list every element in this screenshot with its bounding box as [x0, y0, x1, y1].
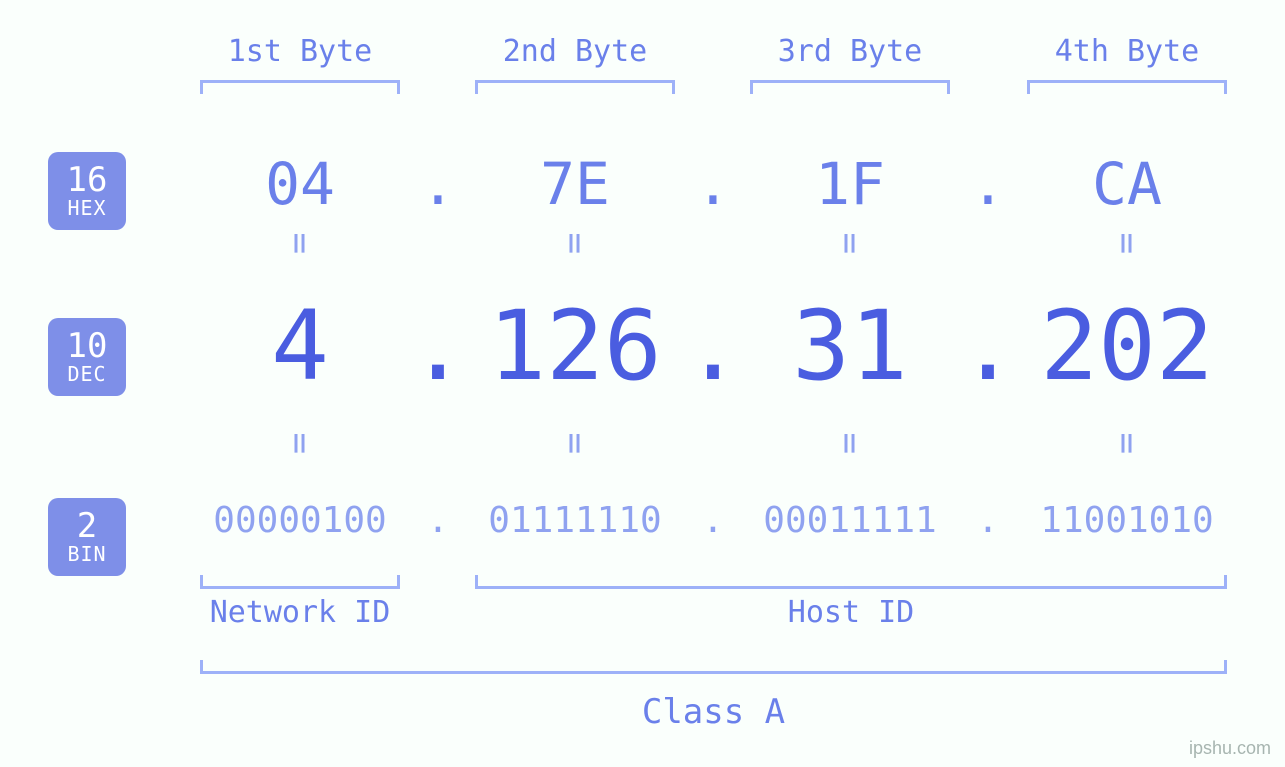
dec-byte-2: 126 — [445, 290, 705, 402]
hex-dot-1: . — [418, 150, 458, 218]
hex-dot-3: . — [968, 150, 1008, 218]
eq-dec-bin-2: = — [555, 433, 596, 469]
class-label: Class A — [594, 692, 834, 732]
eq-hex-dec-1: = — [280, 233, 321, 269]
bin-dot-2: . — [698, 500, 728, 541]
hex-byte-1: 04 — [200, 150, 400, 218]
dec-byte-4: 202 — [997, 290, 1257, 402]
bin-byte-3: 00011111 — [730, 500, 970, 541]
base-label: BIN — [67, 544, 106, 565]
bin-byte-4: 11001010 — [1007, 500, 1247, 541]
hex-byte-4: CA — [1027, 150, 1227, 218]
base-badge-bin: 2BIN — [48, 498, 126, 576]
top-bracket-1 — [200, 80, 400, 94]
dec-dot-3: . — [958, 290, 1018, 402]
base-number: 2 — [77, 509, 97, 545]
base-label: DEC — [67, 364, 106, 385]
host-id-label: Host ID — [701, 595, 1001, 630]
hex-byte-2: 7E — [475, 150, 675, 218]
dec-byte-3: 31 — [720, 290, 980, 402]
eq-dec-bin-4: = — [1107, 433, 1148, 469]
dec-byte-1: 4 — [170, 290, 430, 402]
bin-dot-1: . — [423, 500, 453, 541]
byte-header-3: 3rd Byte — [750, 34, 950, 69]
base-label: HEX — [67, 198, 106, 219]
hex-dot-2: . — [693, 150, 733, 218]
bin-byte-2: 01111110 — [455, 500, 695, 541]
dec-dot-1: . — [408, 290, 468, 402]
network-id-label: Network ID — [150, 595, 450, 630]
eq-dec-bin-1: = — [280, 433, 321, 469]
host-id-bracket — [475, 575, 1227, 589]
base-badge-dec: 10DEC — [48, 318, 126, 396]
bin-dot-3: . — [973, 500, 1003, 541]
byte-header-1: 1st Byte — [200, 34, 400, 69]
network-id-bracket — [200, 575, 400, 589]
top-bracket-3 — [750, 80, 950, 94]
bin-byte-1: 00000100 — [180, 500, 420, 541]
class-bracket — [200, 660, 1227, 674]
byte-header-2: 2nd Byte — [475, 34, 675, 69]
byte-header-4: 4th Byte — [1027, 34, 1227, 69]
eq-dec-bin-3: = — [830, 433, 871, 469]
base-badge-hex: 16HEX — [48, 152, 126, 230]
watermark: ipshu.com — [1189, 738, 1271, 759]
eq-hex-dec-4: = — [1107, 233, 1148, 269]
hex-byte-3: 1F — [750, 150, 950, 218]
top-bracket-2 — [475, 80, 675, 94]
top-bracket-4 — [1027, 80, 1227, 94]
base-number: 16 — [67, 163, 108, 199]
eq-hex-dec-2: = — [555, 233, 596, 269]
base-number: 10 — [67, 329, 108, 365]
dec-dot-2: . — [683, 290, 743, 402]
eq-hex-dec-3: = — [830, 233, 871, 269]
